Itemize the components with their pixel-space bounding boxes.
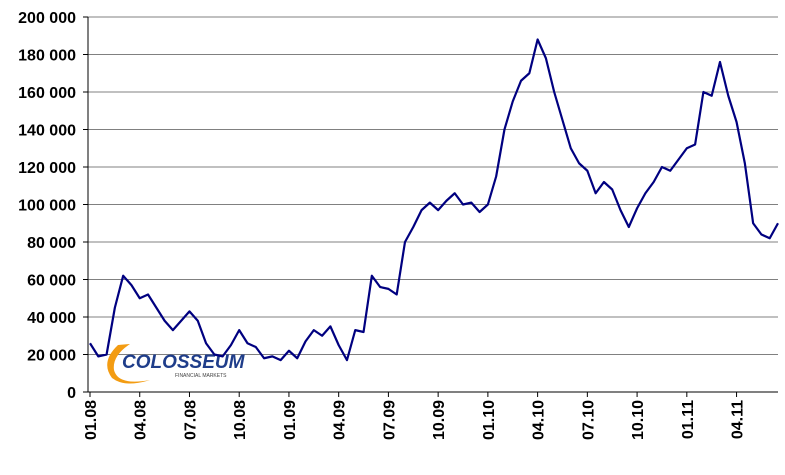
y-tick-label: 180 000 <box>18 48 76 65</box>
x-tick-label: 10.08 <box>232 400 249 440</box>
x-tick-label: 10.10 <box>630 400 647 440</box>
x-tick-label: 07.10 <box>580 400 597 440</box>
x-tick-label: 01.11 <box>680 400 697 439</box>
logo: COLOSSEUM FINANCIAL MARKETS <box>107 344 246 384</box>
y-tick-label: 200 000 <box>18 10 76 27</box>
y-tick-label: 40 000 <box>27 310 76 327</box>
logo-tagline: FINANCIAL MARKETS <box>175 373 227 379</box>
y-tick-label: 20 000 <box>27 348 76 365</box>
y-tick-label: 140 000 <box>18 123 76 140</box>
x-tick-label: 04.08 <box>133 400 150 440</box>
y-tick-label: 0 <box>67 385 76 402</box>
y-tick-label: 160 000 <box>18 85 76 102</box>
logo-swoosh <box>107 344 150 384</box>
y-tick-label: 100 000 <box>18 198 76 215</box>
x-tick-label: 01.08 <box>83 400 100 440</box>
y-tick-label: 60 000 <box>27 273 76 290</box>
x-tick-label: 04.10 <box>531 400 548 440</box>
x-tick-label: 10.09 <box>431 400 448 440</box>
y-tick-label: 120 000 <box>18 160 76 177</box>
x-tick-label: 07.08 <box>182 400 199 440</box>
x-tick-label: 01.10 <box>481 400 498 440</box>
series-line <box>89 38 779 362</box>
x-tick-label: 04.09 <box>332 400 349 440</box>
logo-name: COLOSSEUM <box>122 352 246 373</box>
y-tick-label: 80 000 <box>27 235 76 252</box>
x-tick-label: 01.09 <box>282 400 299 440</box>
x-tick-label: 04.11 <box>730 400 747 439</box>
x-tick-label: 07.09 <box>381 400 398 440</box>
